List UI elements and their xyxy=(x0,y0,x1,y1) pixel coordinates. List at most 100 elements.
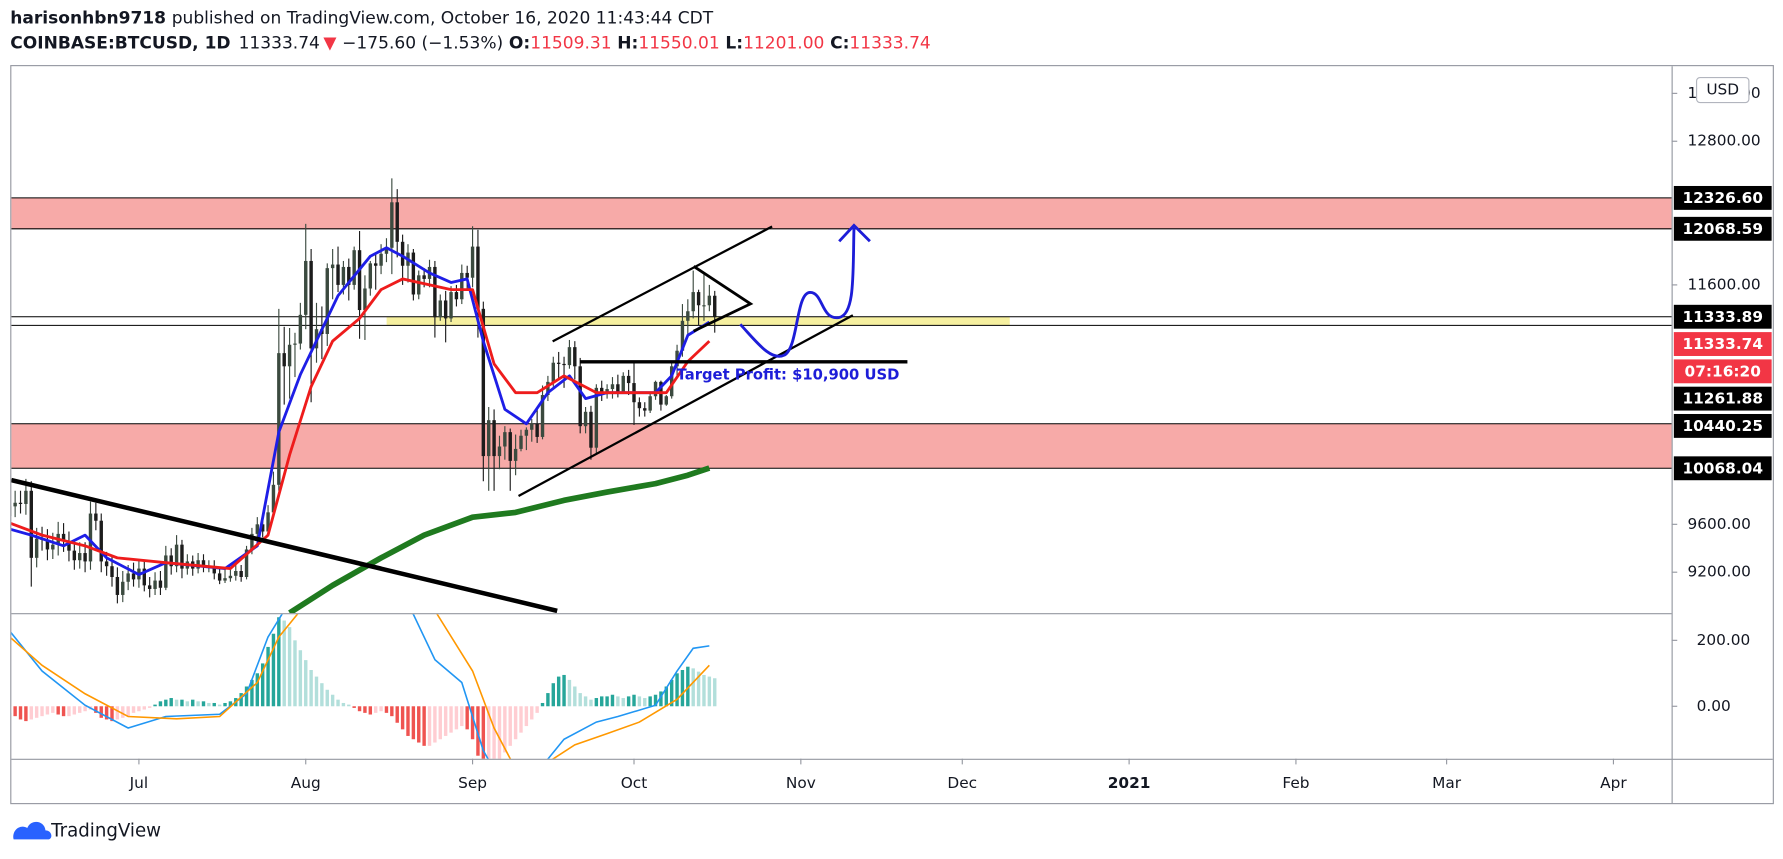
histogram-bar xyxy=(454,706,459,730)
countdown-label: 07:16:20 xyxy=(1685,362,1761,380)
histogram-bar xyxy=(373,706,378,713)
histogram-bar xyxy=(223,702,227,707)
histogram-bar xyxy=(637,696,642,707)
histogram-bar xyxy=(83,706,87,712)
candle-body xyxy=(61,533,66,542)
candle-body xyxy=(460,272,464,300)
price-label: 10440.25 xyxy=(1682,417,1763,435)
histogram-bar xyxy=(72,706,77,715)
histogram-bar xyxy=(610,694,615,707)
histogram-bar xyxy=(616,696,620,707)
target-annotation: Target Profit: $10,900 USD xyxy=(677,366,900,383)
histogram-bar xyxy=(40,706,44,717)
histogram-bar xyxy=(648,696,652,707)
last-value: 11333.74 xyxy=(239,33,320,53)
candle-body xyxy=(126,573,130,582)
flag xyxy=(692,265,754,333)
y-tick-label: 9600.00 xyxy=(1687,515,1750,533)
candle-body xyxy=(201,560,206,568)
candle-body xyxy=(476,246,480,309)
histogram-bar xyxy=(260,663,265,707)
histogram-bar xyxy=(142,706,146,710)
candle-body xyxy=(287,344,292,367)
candle-body xyxy=(110,566,114,577)
candle-body xyxy=(411,252,416,295)
histogram-bar xyxy=(406,706,410,736)
histogram-bar xyxy=(546,693,550,707)
histogram-bar xyxy=(282,620,286,707)
candle-body xyxy=(637,402,642,409)
candle-body xyxy=(325,268,329,334)
candle-body xyxy=(540,395,545,437)
histogram-bar xyxy=(51,706,55,713)
candle-body xyxy=(379,253,383,266)
candle-body xyxy=(34,538,39,558)
histogram-bar xyxy=(239,693,243,707)
histogram-bar xyxy=(384,706,389,713)
histogram-bar xyxy=(492,706,496,759)
candle-body xyxy=(373,263,378,266)
candle-body xyxy=(470,246,475,278)
candle-body xyxy=(487,420,491,457)
histogram-bar xyxy=(11,706,12,713)
brand: TradingView xyxy=(50,820,161,841)
symbol-line: COINBASE:BTCUSD, 1D 11333.74 ▼ −175.60 (−1.… xyxy=(10,33,931,53)
histogram-bar xyxy=(476,706,480,756)
histogram-bar xyxy=(443,706,448,736)
candle-body xyxy=(626,375,631,384)
candle-body xyxy=(271,484,276,513)
price-label: 10068.04 xyxy=(1682,459,1763,477)
candle-body xyxy=(589,411,593,448)
candle-body xyxy=(11,506,12,516)
histogram-bar xyxy=(147,706,152,708)
histogram-bar xyxy=(110,706,114,722)
candle-body xyxy=(330,264,335,269)
histogram-bar xyxy=(519,706,523,733)
candle-body xyxy=(664,396,669,405)
candle-body xyxy=(492,420,496,457)
candle-body xyxy=(255,524,260,534)
candle-body xyxy=(503,432,507,447)
histogram-bar xyxy=(67,706,71,717)
candle-body xyxy=(567,347,572,366)
histogram-bar xyxy=(411,706,416,740)
candle-body xyxy=(454,292,459,300)
histogram-bar xyxy=(626,696,631,707)
price-label: 12068.59 xyxy=(1682,220,1763,238)
histogram-bar xyxy=(449,706,453,733)
histogram-bar xyxy=(341,702,346,707)
candle-body xyxy=(443,300,448,319)
histogram-bar xyxy=(686,666,690,707)
candle-body xyxy=(508,432,512,461)
x-tick-label: Aug xyxy=(291,774,321,792)
price-label-box xyxy=(1673,185,1772,210)
histogram-bar xyxy=(304,660,308,707)
candle-body xyxy=(336,264,340,285)
histogram-bar xyxy=(696,671,701,707)
candle-body xyxy=(266,512,270,532)
projection-path xyxy=(739,227,856,358)
x-tick-label: 2021 xyxy=(1108,774,1151,792)
candle-body xyxy=(357,250,362,311)
histogram-bar xyxy=(481,706,486,759)
last-price-label-box xyxy=(1673,332,1772,356)
drawings: Target Profit: $10,900 USD xyxy=(11,223,908,614)
y-tick-label: 11600.00 xyxy=(1687,275,1760,293)
candle-body xyxy=(417,275,421,295)
x-tick-label: Apr xyxy=(1600,774,1627,792)
candle-body xyxy=(390,202,394,248)
histogram-bar xyxy=(675,673,679,707)
histogram-bar xyxy=(513,706,518,740)
candle-body xyxy=(691,292,695,312)
projection-arrow xyxy=(838,223,871,243)
candle-body xyxy=(104,561,109,567)
candle-body xyxy=(282,353,286,367)
brand-logo xyxy=(13,821,52,840)
candle-body xyxy=(384,247,389,254)
histogram-bar xyxy=(207,702,211,707)
candle-body xyxy=(713,295,717,317)
x-tick-label: Mar xyxy=(1432,774,1462,792)
histogram-bar xyxy=(632,694,636,707)
histogram-bar xyxy=(320,683,324,707)
histogram-bar xyxy=(465,706,469,730)
